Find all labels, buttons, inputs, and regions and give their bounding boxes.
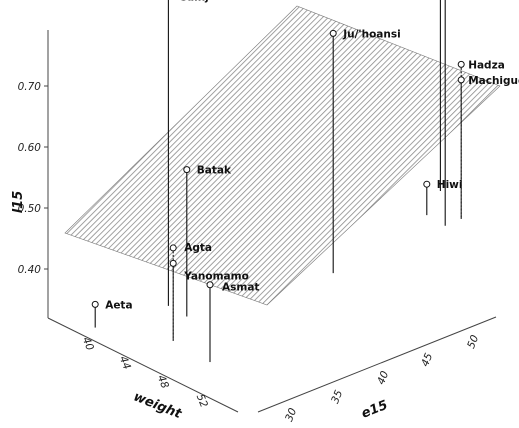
data-point: Yanomamo — [169, 259, 249, 341]
z-tick-label: 0.50 — [18, 203, 42, 215]
data-point: Tsimane — [444, 0, 446, 226]
x-axis-line — [47, 317, 239, 413]
data-point-label: Hiwi — [437, 179, 463, 191]
x-tick-label: 48 — [155, 373, 171, 390]
data-point-marker — [457, 76, 465, 84]
data-point-marker — [169, 244, 177, 252]
data-point: Batak — [183, 165, 232, 317]
data-point-label: Asmat — [222, 282, 259, 294]
data-point-label: Hadza — [468, 59, 505, 71]
data-point: Asmat — [206, 281, 259, 363]
data-point-marker — [169, 259, 177, 267]
x-tick-label: 52 — [194, 392, 210, 409]
y-axis-title: e15 — [359, 398, 390, 422]
data-point-marker — [206, 281, 214, 289]
y-tick-label: 30 — [283, 406, 299, 423]
z-axis-title: l15 — [11, 191, 26, 214]
y-tick-label: 35 — [329, 388, 345, 405]
data-point: Hiwi — [423, 179, 463, 216]
y-tick-label: 50 — [465, 333, 481, 350]
z-tick-label: 0.70 — [18, 81, 42, 93]
data-point-label: Batak — [197, 165, 232, 177]
data-point: Gainj — [167, 0, 209, 306]
z-tick-label: 0.40 — [18, 264, 42, 276]
data-point: Aeta — [91, 299, 133, 328]
data-point-marker — [329, 29, 337, 37]
y-tick-label: 40 — [375, 369, 391, 386]
data-point-marker — [423, 180, 431, 188]
data-point-label: Aeta — [105, 299, 132, 311]
regression-plane — [64, 5, 501, 306]
data-point: Turkana — [439, 0, 441, 191]
data-point: Machiguenga — [457, 75, 519, 220]
data-point-label: Machiguenga — [468, 75, 519, 87]
data-point-marker — [457, 60, 465, 68]
x-tick-label: 40 — [80, 335, 96, 352]
data-point-marker — [91, 300, 99, 308]
data-point-label: Ju/'hoansi — [342, 28, 401, 40]
data-point: Hadza — [457, 59, 505, 220]
y-axis-line — [257, 316, 497, 413]
data-point: Ju/'hoansi — [329, 28, 401, 274]
x-axis-title: weight — [131, 389, 184, 422]
regression-plane-surface — [64, 5, 501, 306]
z-tick-label: 0.60 — [18, 142, 42, 154]
data-point-marker — [183, 166, 191, 174]
data-point-label: Agta — [184, 242, 212, 254]
y-tick-label: 45 — [419, 351, 435, 368]
x-tick-label: 44 — [117, 354, 133, 371]
data-point-label: Gainj — [178, 0, 208, 4]
data-point-label: Yanomamo — [183, 270, 249, 282]
axes: 0.40 0.50 0.60 0.70 40 44 48 52 30 35 40 45 50 l15 wei… — [11, 30, 497, 423]
